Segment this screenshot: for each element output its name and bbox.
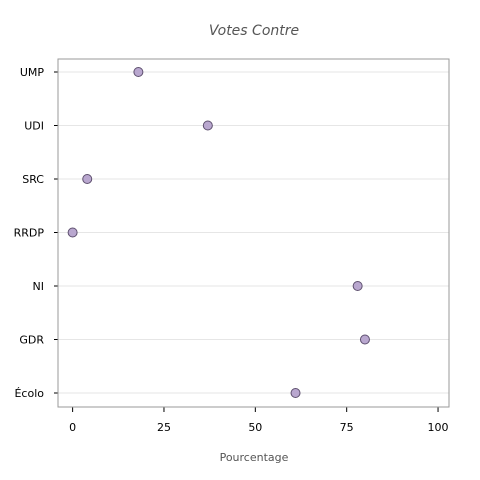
data-point xyxy=(290,388,301,398)
y-tick-label: UMP xyxy=(20,66,45,79)
grid-lines xyxy=(58,71,449,394)
x-axis: 0 25 50 75 100 xyxy=(69,407,449,434)
y-tick-label: GDR xyxy=(19,334,44,347)
x-tick-label: 50 xyxy=(248,421,262,434)
x-tick-label: 100 xyxy=(428,421,449,434)
y-tick-label: RRDP xyxy=(14,227,45,240)
data-point xyxy=(359,334,370,345)
x-tick-label: 75 xyxy=(340,421,354,434)
y-axis: UMP UDI SRC RRDP NI GDR Écolo xyxy=(14,66,58,400)
y-tick-label: SRC xyxy=(22,173,44,186)
x-axis-label: Pourcentage xyxy=(220,451,289,464)
y-tick-label: NI xyxy=(33,280,44,293)
data-point xyxy=(82,174,93,184)
x-tick-label: 0 xyxy=(69,421,76,434)
data-point xyxy=(133,67,144,77)
plot-frame xyxy=(57,58,450,408)
x-tick-label: 25 xyxy=(157,421,171,434)
chart-title: Votes Contre xyxy=(209,23,299,39)
y-tick-label: UDI xyxy=(24,120,44,133)
y-tick-label: Écolo xyxy=(14,387,44,400)
data-point xyxy=(202,120,213,131)
data-point xyxy=(352,281,363,291)
data-point xyxy=(67,227,78,238)
data-points xyxy=(67,67,370,398)
